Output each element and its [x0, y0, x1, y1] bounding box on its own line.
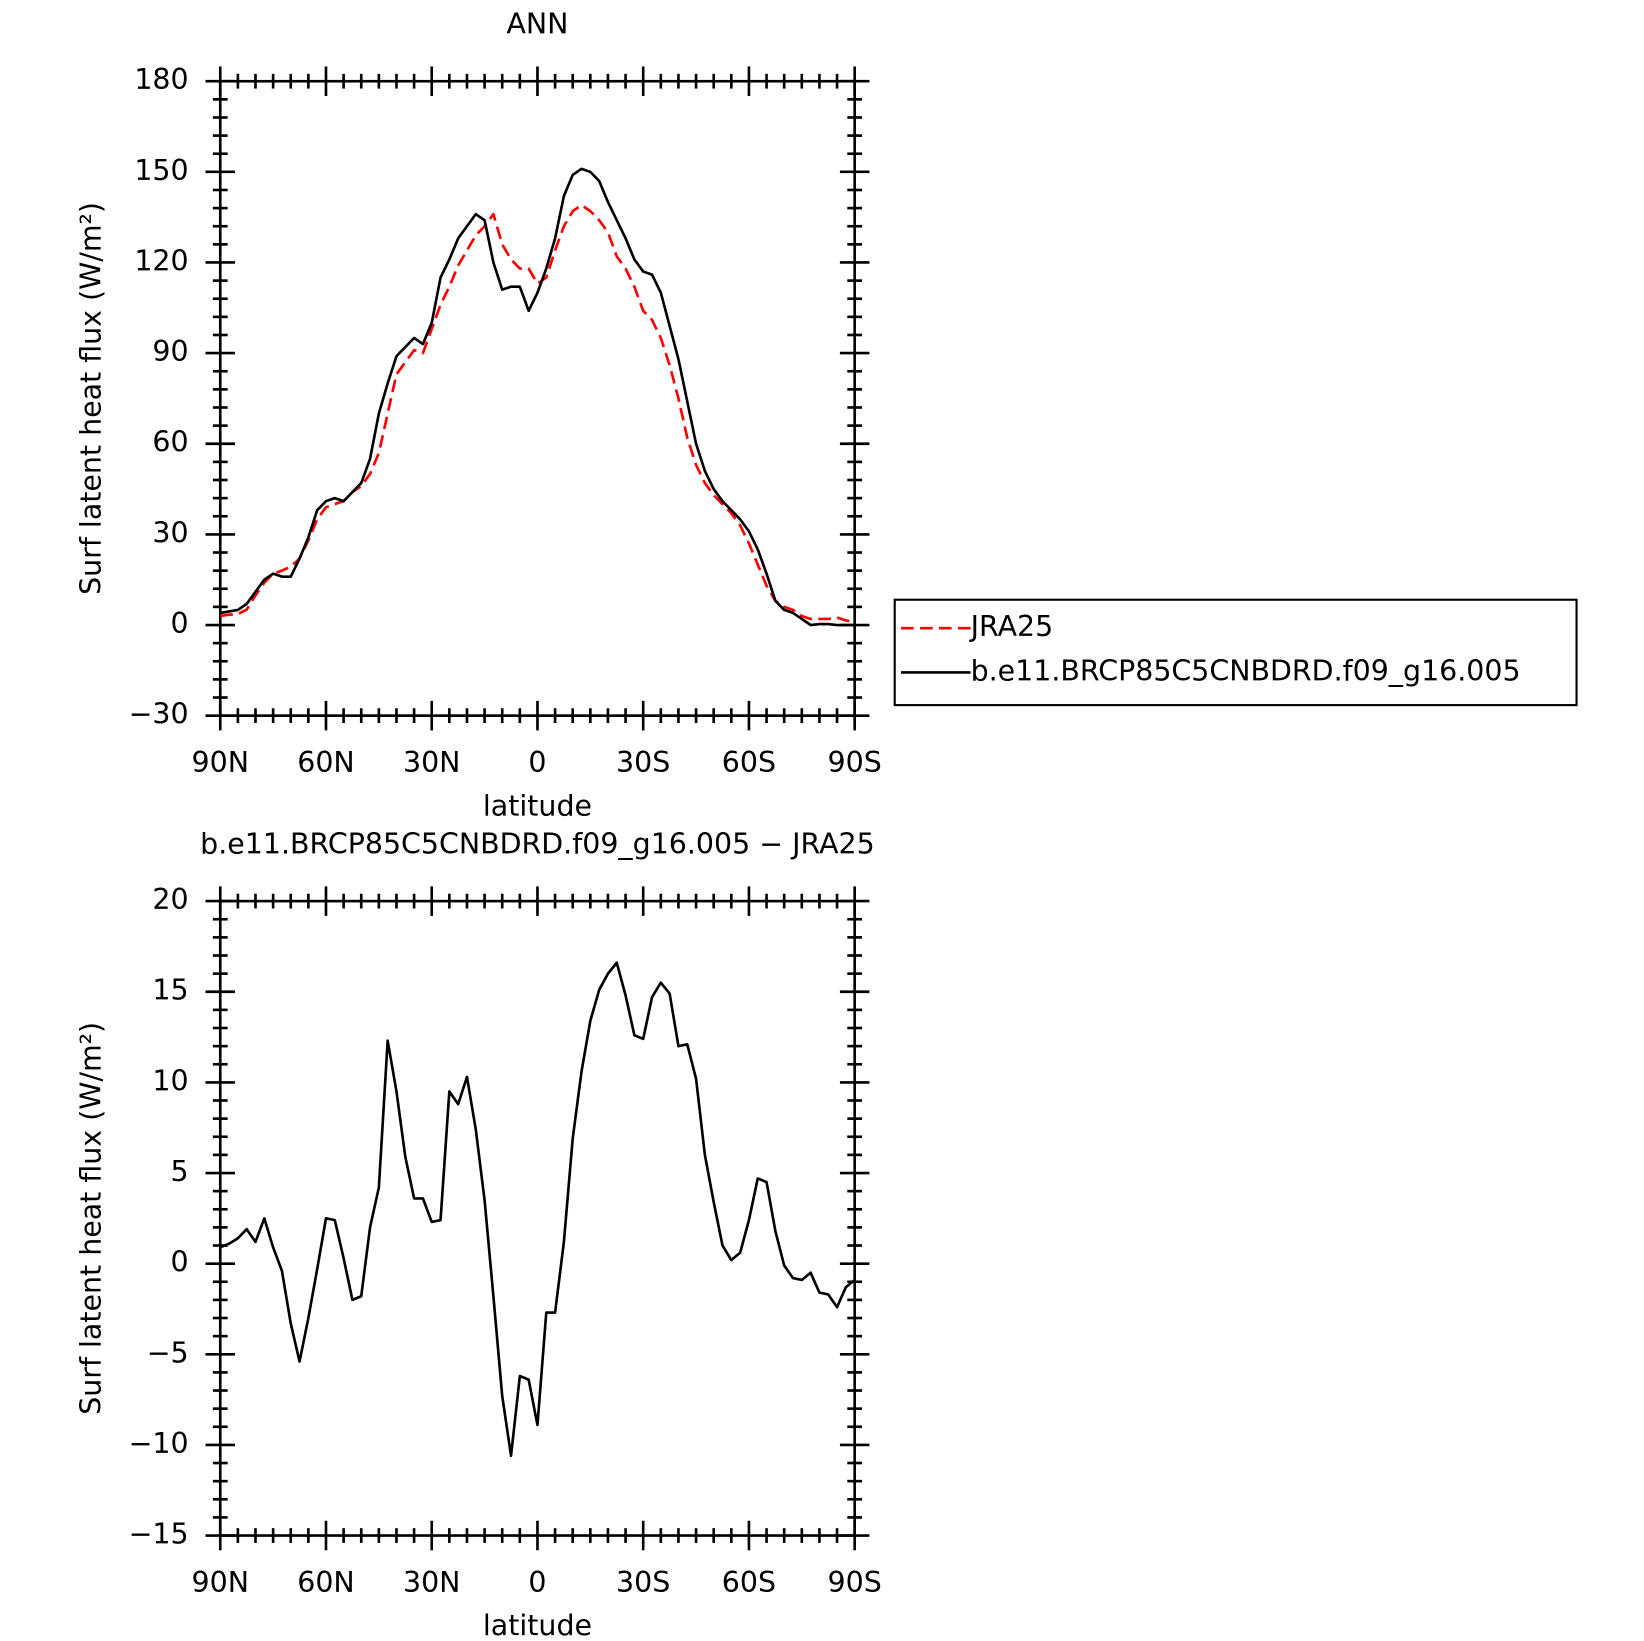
x-axis-label: latitude: [483, 789, 592, 822]
x-tick-label: 0: [528, 746, 546, 779]
x-tick-label: 30N: [403, 1566, 460, 1599]
chart-title: ANN: [506, 7, 568, 40]
y-tick-label: 0: [171, 1246, 189, 1279]
data-line: [220, 203, 855, 624]
y-tick-label: −15: [129, 1518, 189, 1551]
y-tick-label: 10: [152, 1064, 188, 1097]
y-tick-label: 180: [134, 63, 188, 96]
data-line: [220, 167, 855, 627]
y-tick-label: 60: [152, 426, 188, 459]
y-tick-label: 0: [171, 607, 189, 640]
y-tick-label: −5: [147, 1336, 189, 1369]
chart-title: b.e11.BRCP85C5CNBDRD.f09_g16.005 − JRA25: [200, 827, 875, 860]
x-tick-label: 90S: [828, 746, 882, 779]
x-tick-label: 60N: [297, 746, 354, 779]
x-tick-label: 60N: [297, 1566, 354, 1599]
plot-frame: [218, 899, 856, 1537]
y-tick-label: 150: [134, 154, 188, 187]
x-tick-label: 90N: [192, 746, 249, 779]
y-axis-label: Surf latent heat flux (W/m²): [75, 202, 108, 595]
x-tick-label: 30S: [616, 746, 670, 779]
y-tick-label: 20: [152, 883, 188, 916]
y-tick-label: 120: [134, 244, 188, 277]
legend-label: b.e11.BRCP85C5CNBDRD.f09_g16.005: [971, 654, 1521, 687]
x-axis-label: latitude: [483, 1609, 592, 1641]
y-axis-label: Surf latent heat flux (W/m²): [75, 1022, 108, 1415]
y-tick-label: 90: [152, 335, 188, 368]
y-tick-label: 15: [152, 974, 188, 1007]
data-line: [219, 961, 856, 1458]
x-tick-label: 30N: [403, 746, 460, 779]
x-tick-label: 90S: [828, 1566, 882, 1599]
y-tick-label: 30: [152, 516, 188, 549]
y-tick-label: −10: [129, 1427, 189, 1460]
x-tick-label: 0: [528, 1566, 546, 1599]
legend-box: [893, 598, 1578, 707]
x-tick-label: 60S: [722, 1566, 776, 1599]
plot-frame: [218, 79, 856, 717]
x-tick-label: 90N: [192, 1566, 249, 1599]
legend-label: JRA25: [969, 610, 1054, 643]
y-tick-label: 5: [171, 1155, 189, 1188]
y-tick-label: −30: [129, 698, 189, 731]
x-tick-label: 30S: [616, 1566, 670, 1599]
x-tick-label: 60S: [722, 746, 776, 779]
